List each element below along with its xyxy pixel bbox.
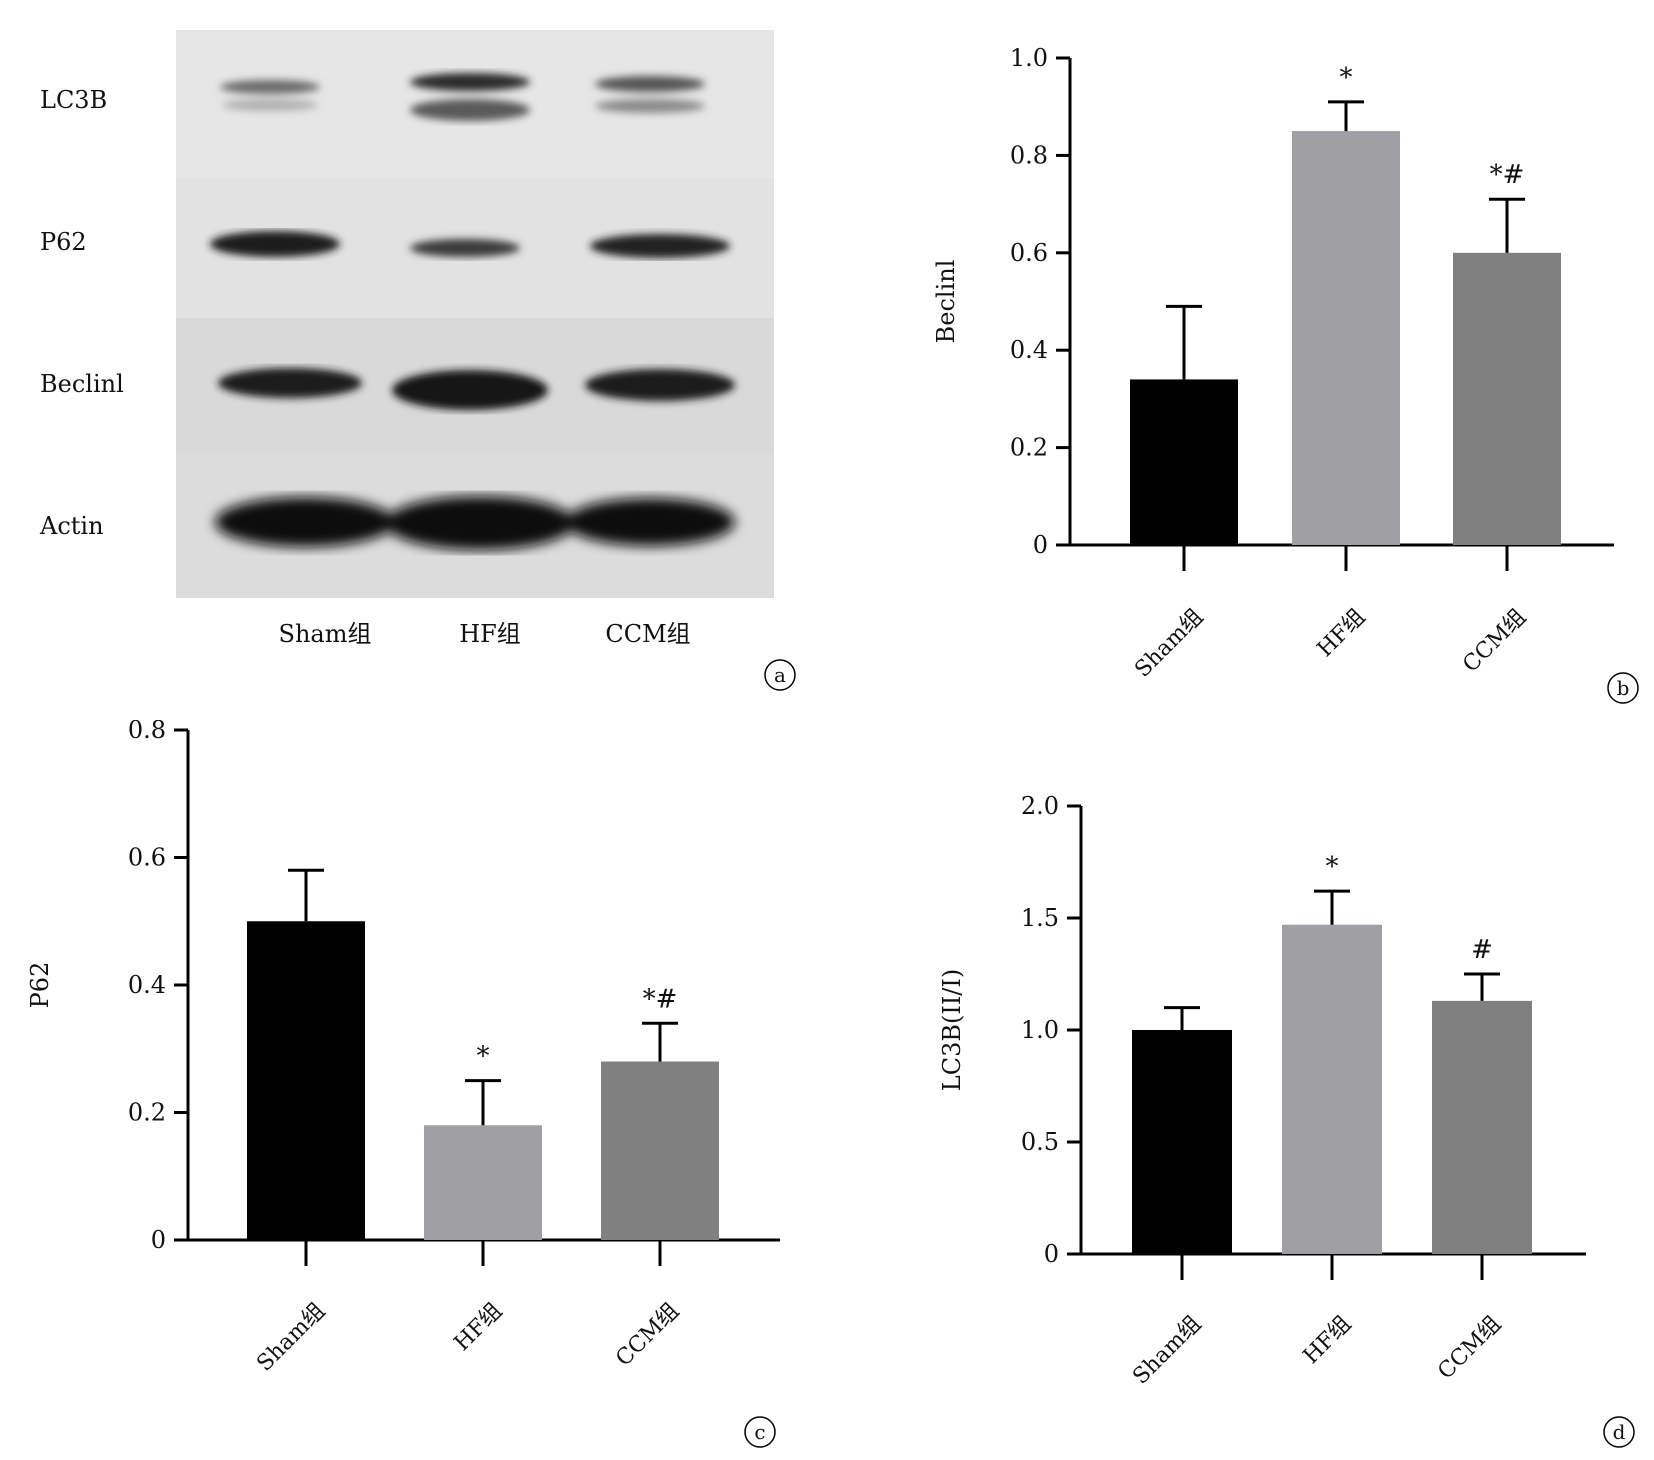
y-tick-label: 1.5 [1021,904,1059,932]
significance-mark: * [1340,63,1353,93]
y-tick-label: 0.5 [1021,1128,1059,1156]
x-tick-label: Sham组 [1130,605,1208,683]
panel-tag-a-text: a [774,663,786,687]
chart-panel-c: 0 0.2 0.4 0.6 0.8 P62 Sham组 * HF组 *# CCM组 c [26,720,780,1448]
panel-tag-b: b [1607,672,1639,704]
x-tick-label: CCM组 [611,1299,684,1372]
x-tick-label: HF组 [1299,1312,1357,1370]
y-tick-label: 0.2 [128,1099,166,1127]
lc3b-bands [220,73,705,121]
row-label-p62: P62 [40,228,87,256]
significance-mark: # [1471,935,1493,965]
y-tick-label: 1.0 [1021,1016,1059,1044]
p62-bands [210,231,730,258]
y-tick-label: 0.4 [1010,336,1048,364]
y-tick-label: 0 [1044,1240,1059,1268]
bar [601,1061,719,1240]
bar [1292,131,1400,546]
lane-label-sham: Sham组 [278,620,372,648]
row-label-beclin: Beclinl [40,370,124,398]
bar [1132,1030,1232,1254]
row-label-lc3b: LC3B [40,86,108,114]
y-tick-label: 0.8 [1010,141,1048,169]
western-blot-image [176,30,774,598]
x-tick-label: CCM组 [1458,605,1531,678]
panel-tag-b-text: b [1617,676,1630,700]
y-tick-label: 0 [1033,531,1048,559]
bar [1432,1000,1532,1254]
significance-mark: *# [1490,160,1525,190]
significance-mark: * [477,1042,490,1072]
y-axis-label: Beclinl [932,260,960,344]
panel-tag-d-text: d [1613,1420,1626,1444]
x-tick-label: Sham组 [252,1299,330,1377]
bar [1282,924,1382,1254]
x-tick-label: CCM组 [1433,1312,1506,1385]
bar [247,921,365,1240]
y-tick-label: 0.2 [1010,434,1048,462]
panel-tag-c: c [744,1416,776,1448]
y-tick-label: 0.8 [128,720,166,744]
y-tick-label: 2.0 [1021,792,1059,820]
y-axis-label: P62 [26,962,54,1009]
row-label-actin: Actin [40,512,104,540]
panel-tag-d: d [1603,1416,1635,1448]
bar [424,1125,542,1240]
lane-label-hf: HF组 [459,620,521,648]
beclin-bands [218,368,735,410]
x-tick-label: HF组 [1313,605,1371,663]
y-tick-label: 0 [151,1226,166,1254]
significance-mark: * [1326,852,1339,882]
lane-label-ccm: CCM组 [605,620,691,648]
y-axis-label: LC3B(II/I) [938,969,966,1091]
bar [1453,252,1561,546]
significance-mark: *# [643,984,678,1014]
x-tick-label: HF组 [450,1299,508,1357]
y-tick-label: 0.6 [1010,239,1048,267]
y-tick-label: 1.0 [1010,44,1048,72]
panel-a-western-blot: LC3B P62 Beclinl Actin Sham组 HF组 CCM组 a [0,0,800,691]
y-tick-label: 0.4 [128,971,166,999]
chart-panel-d: 0 0.5 1.0 1.5 2.0 LC3B(II/I) Sham组 * HF组 # CCM组 d [938,792,1635,1448]
panel-tag-c-text: c [754,1420,765,1444]
bar [1130,379,1238,545]
y-tick-label: 0.6 [128,844,166,872]
actin-bands [215,496,735,550]
x-tick-label: Sham组 [1128,1312,1206,1390]
chart-panel-b: 0 0.2 0.4 0.6 0.8 1.0 Beclinl Sham组 * HF组 *# CCM组 b [932,44,1639,704]
panel-tag-a: a [764,659,796,691]
